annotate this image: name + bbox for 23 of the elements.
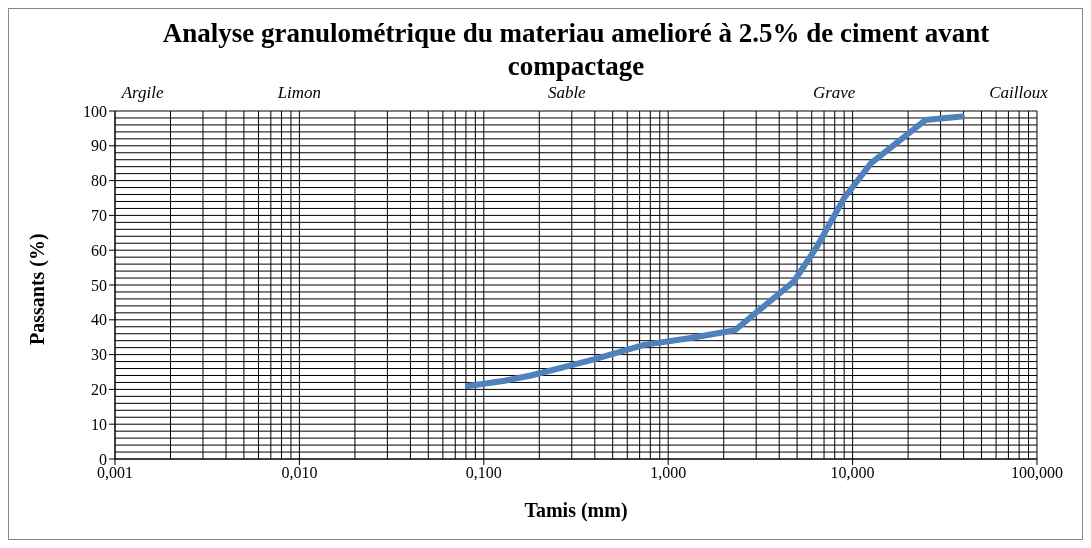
y-tick-label: 10 — [91, 415, 107, 433]
x-tick-label: 100,000 — [1011, 464, 1063, 482]
text: Grave — [812, 83, 856, 103]
x-axis-title: Tamis (mm) — [524, 499, 628, 522]
x-tick-label: 1,000 — [650, 464, 687, 482]
chart-title: Analyse granulométrique du materiau amelioré à 2.5% de ciment avant compactage — [161, 17, 991, 83]
y-tick-label: 30 — [91, 346, 107, 364]
y-axis-title: Passants (%) — [26, 233, 50, 345]
y-tick-label: 70 — [91, 207, 107, 225]
y-tick-label: 20 — [91, 381, 107, 399]
x-tick-label: 0,010 — [281, 464, 318, 482]
y-tick-label: 80 — [91, 172, 107, 190]
text: Limon — [277, 83, 322, 103]
y-tick-label: 100 — [83, 102, 107, 120]
x-tick-label: 0,100 — [465, 464, 502, 482]
x-tick-label: 10,000 — [830, 464, 875, 482]
y-tick-label: 60 — [91, 241, 107, 259]
y-tick-label: 90 — [91, 137, 107, 155]
text: Argile — [121, 83, 164, 103]
y-tick-label: 40 — [91, 311, 107, 329]
y-tick-label: 50 — [91, 276, 107, 294]
text: Sable — [547, 83, 586, 103]
text: Cailloux — [989, 83, 1048, 103]
